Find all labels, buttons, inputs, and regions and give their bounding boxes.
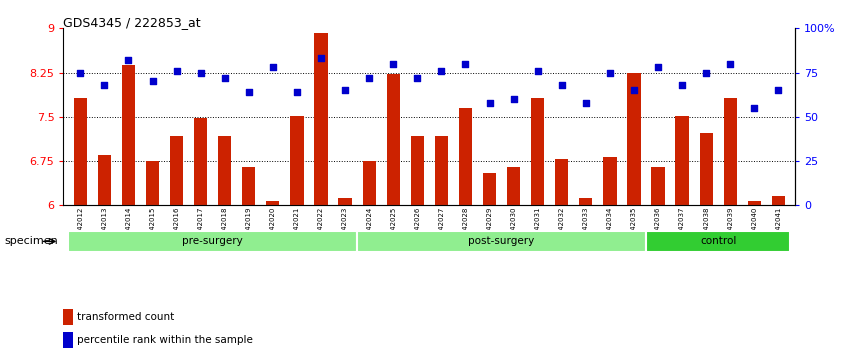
Point bbox=[459, 61, 472, 67]
Text: control: control bbox=[700, 236, 736, 246]
Point bbox=[410, 75, 424, 81]
Point bbox=[314, 56, 327, 61]
Point bbox=[723, 61, 737, 67]
Point bbox=[338, 87, 352, 93]
Bar bbox=[363, 161, 376, 205]
Bar bbox=[242, 167, 255, 205]
Bar bbox=[459, 108, 472, 205]
Bar bbox=[772, 196, 785, 205]
Text: percentile rank within the sample: percentile rank within the sample bbox=[77, 335, 253, 346]
Point bbox=[362, 75, 376, 81]
Point bbox=[700, 70, 713, 75]
Bar bbox=[748, 201, 761, 205]
Point bbox=[387, 61, 400, 67]
Bar bbox=[507, 167, 520, 205]
Text: post-surgery: post-surgery bbox=[469, 236, 535, 246]
Point bbox=[266, 64, 280, 70]
Point bbox=[218, 75, 232, 81]
Text: pre-surgery: pre-surgery bbox=[183, 236, 243, 246]
Bar bbox=[194, 118, 207, 205]
Text: specimen: specimen bbox=[4, 236, 58, 246]
Bar bbox=[218, 136, 231, 205]
Bar bbox=[63, 332, 73, 348]
Point bbox=[170, 68, 184, 74]
Point bbox=[290, 89, 304, 95]
Point bbox=[531, 68, 545, 74]
Point bbox=[74, 70, 87, 75]
Bar bbox=[170, 136, 184, 205]
Bar bbox=[531, 98, 544, 205]
Bar bbox=[723, 98, 737, 205]
Bar bbox=[410, 136, 424, 205]
Bar bbox=[675, 116, 689, 205]
Point bbox=[627, 87, 640, 93]
Bar bbox=[483, 173, 496, 205]
Bar bbox=[651, 167, 665, 205]
Bar bbox=[435, 136, 448, 205]
Point bbox=[122, 57, 135, 63]
Bar bbox=[700, 133, 713, 205]
Point bbox=[435, 68, 448, 74]
Bar bbox=[63, 309, 73, 325]
Point bbox=[146, 79, 159, 84]
Bar bbox=[628, 73, 640, 205]
Bar bbox=[646, 231, 790, 252]
Point bbox=[507, 96, 520, 102]
Bar bbox=[580, 198, 592, 205]
Bar bbox=[146, 161, 159, 205]
Bar bbox=[266, 201, 279, 205]
Point bbox=[194, 70, 207, 75]
Bar bbox=[98, 155, 111, 205]
Text: transformed count: transformed count bbox=[77, 312, 174, 322]
Bar bbox=[315, 33, 327, 205]
Bar bbox=[555, 159, 569, 205]
Text: GDS4345 / 222853_at: GDS4345 / 222853_at bbox=[63, 16, 201, 29]
Bar bbox=[387, 74, 400, 205]
Point bbox=[579, 100, 592, 105]
Bar bbox=[603, 157, 617, 205]
Bar bbox=[69, 231, 357, 252]
Point bbox=[555, 82, 569, 88]
Bar bbox=[357, 231, 646, 252]
Bar bbox=[74, 98, 87, 205]
Point bbox=[675, 82, 689, 88]
Point bbox=[242, 89, 255, 95]
Bar bbox=[338, 198, 352, 205]
Point bbox=[97, 82, 111, 88]
Point bbox=[603, 70, 617, 75]
Point bbox=[748, 105, 761, 111]
Point bbox=[651, 64, 665, 70]
Bar bbox=[122, 65, 135, 205]
Bar bbox=[290, 116, 304, 205]
Point bbox=[483, 100, 497, 105]
Point bbox=[772, 87, 785, 93]
